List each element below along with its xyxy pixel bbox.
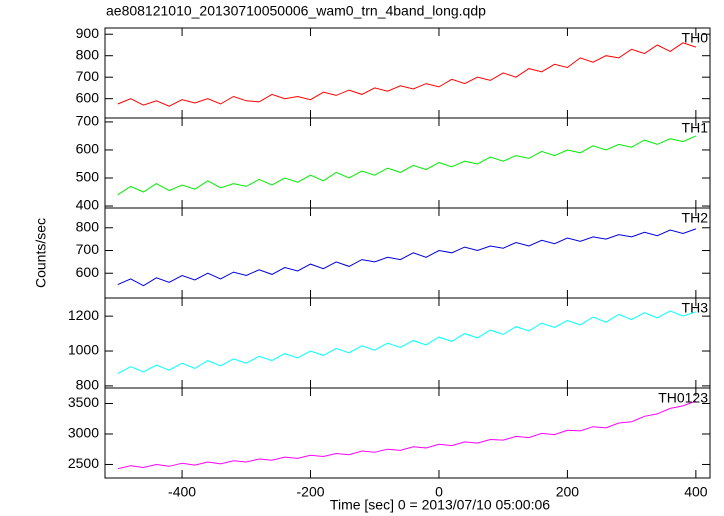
x-tick-label: -400 [168, 484, 196, 500]
chart-title: ae808121010_20130710050006_wam0_trn_4ban… [106, 3, 486, 19]
legend-label: TH2 [682, 210, 709, 226]
legend-label: TH0123 [658, 390, 708, 406]
light-curve [117, 42, 697, 107]
y-tick-label: 800 [76, 377, 100, 393]
y-tick-label: 700 [76, 113, 100, 129]
y-tick-label: 400 [76, 197, 100, 213]
y-tick-label: 700 [76, 68, 100, 84]
y-tick-label: 700 [76, 241, 100, 257]
y-tick-label: 1200 [68, 307, 99, 323]
y-tick-label: 2500 [68, 455, 99, 471]
panel-frame [104, 387, 711, 479]
y-tick-label: 600 [76, 89, 100, 105]
legend-label: TH3 [682, 300, 709, 316]
light-curve [117, 135, 697, 196]
light-curve [117, 228, 697, 287]
y-tick-label: 1000 [68, 342, 99, 358]
panel-frame [104, 117, 711, 209]
x-axis-label: Time [sec] 0 = 2013/07/10 05:00:06 [330, 497, 550, 513]
legend-label: TH1 [682, 120, 709, 136]
y-tick-label: 3000 [68, 425, 99, 441]
panel-frame [104, 207, 711, 299]
light-curve [117, 400, 697, 470]
x-tick-label: -200 [297, 484, 325, 500]
y-tick-label: 800 [76, 46, 100, 62]
light-curve [117, 310, 697, 375]
panel-frame [104, 27, 711, 119]
y-axis-label: Counts/sec [33, 218, 49, 288]
y-tick-label: 800 [76, 218, 100, 234]
legend-label: TH0 [682, 30, 709, 46]
x-tick-label: 0 [435, 484, 443, 500]
x-tick-label: 400 [684, 484, 708, 500]
y-tick-label: 900 [76, 25, 100, 41]
y-tick-label: 600 [76, 264, 100, 280]
y-tick-label: 3500 [68, 394, 99, 410]
y-tick-label: 600 [76, 141, 100, 157]
x-tick-label: 200 [556, 484, 580, 500]
panel-frame [104, 297, 711, 389]
y-tick-label: 500 [76, 169, 100, 185]
